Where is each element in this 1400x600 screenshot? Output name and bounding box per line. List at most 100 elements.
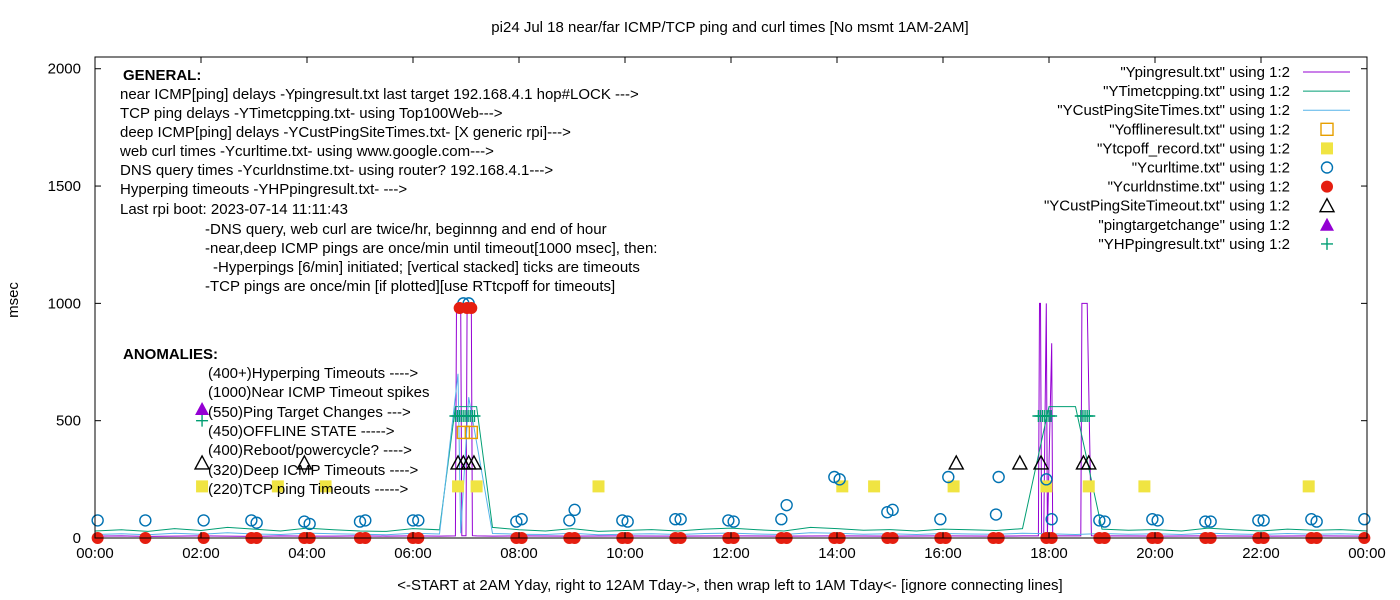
data-point <box>1040 473 1053 486</box>
legend-entry: "YCustPingSiteTimeout.txt" using 1:2 <box>1044 197 1336 215</box>
data-point <box>942 470 955 484</box>
data-point <box>775 513 788 526</box>
legend-label: "YHPpingresult.txt" using 1:2 <box>1098 236 1290 253</box>
note-line: deep ICMP[ping] delays -YCustPingSiteTim… <box>120 124 571 141</box>
data-point <box>353 515 367 528</box>
data-point <box>412 514 425 527</box>
y-tick-label: 1000 <box>48 295 81 312</box>
data-point <box>992 470 1005 484</box>
axes: 00:00 02:00 04:00 06:00 08:00 10:00 12:00 14:00… <box>48 57 1386 562</box>
note-line: Hyperping timeouts -YHPpingresult.txt- -… <box>120 181 407 198</box>
legend-label: "Yofflineresult.txt" using 1:2 <box>1109 121 1290 138</box>
note-line: (400)Reboot/powercycle? ----> <box>208 442 412 459</box>
data-point <box>1083 409 1096 422</box>
anomaly-markers <box>193 401 211 493</box>
legend-entry: "Yofflineresult.txt" using 1:2 <box>1109 121 1334 138</box>
y-tick-label: 2000 <box>48 61 81 78</box>
legend-label: "Ycurltime.txt" using 1:2 <box>1132 160 1290 177</box>
data-point <box>1098 515 1111 528</box>
note-line: ANOMALIES: <box>123 346 218 363</box>
note-line: (550)Ping Target Changes ---> <box>208 404 411 421</box>
data-point <box>1252 514 1265 527</box>
note-line: (1000)Near ICMP Timeout spikes <box>208 384 429 401</box>
data-point <box>592 480 605 493</box>
data-point <box>464 425 478 440</box>
legend-swatch <box>1320 161 1334 174</box>
y-axis-label: msec <box>5 282 22 318</box>
data-point <box>780 498 793 512</box>
data-point <box>1138 480 1151 493</box>
data-point <box>948 454 965 470</box>
legend-swatch <box>1318 197 1336 213</box>
x-tick-label: 02:00 <box>182 545 220 562</box>
data-point <box>1093 514 1106 527</box>
legend-label: "pingtargetchange" using 1:2 <box>1098 217 1290 234</box>
series-7 <box>296 454 1097 470</box>
data-point <box>470 480 483 493</box>
legend-label: "Ytcpoff_record.txt" using 1:2 <box>1097 140 1290 157</box>
x-tick-label: 12:00 <box>712 545 750 562</box>
data-point <box>468 409 481 422</box>
legend-entry: "Ytcpoff_record.txt" using 1:2 <box>1097 140 1333 157</box>
legend-entry: "Ycurltime.txt" using 1:2 <box>1132 160 1334 177</box>
legend-entry: "YHPpingresult.txt" using 1:2 <box>1098 236 1333 253</box>
data-point <box>886 503 899 517</box>
data-point <box>934 513 947 526</box>
data-point <box>250 516 263 529</box>
legend-entry: "pingtargetchange" using 1:2 <box>1098 217 1334 234</box>
data-point <box>1257 514 1270 527</box>
x-tick-label: 20:00 <box>1136 545 1174 562</box>
data-point <box>616 514 629 527</box>
legend-swatch <box>1320 217 1334 231</box>
note-line: (320)Deep ICMP Timeouts ----> <box>208 462 418 479</box>
legend-swatch <box>1321 142 1333 155</box>
legend-swatch <box>1320 122 1334 137</box>
x-tick-label: 08:00 <box>500 545 538 562</box>
data-point <box>456 425 471 440</box>
data-point <box>1045 409 1058 422</box>
series-4 <box>271 480 1315 493</box>
note-line: near ICMP[ping] delays -Ypingresult.txt … <box>120 86 639 103</box>
data-point <box>1011 454 1029 470</box>
legend-label: "YCustPingSiteTimeout.txt" using 1:2 <box>1044 198 1290 215</box>
data-point <box>722 514 735 527</box>
series-line <box>94 373 1368 536</box>
note-line: Last rpi boot: 2023-07-14 11:11:43 <box>120 201 348 218</box>
data-point <box>303 517 316 531</box>
x-tick-label: 10:00 <box>606 545 644 562</box>
x-tick-label: 16:00 <box>924 545 962 562</box>
x-tick-label: 06:00 <box>394 545 432 562</box>
note-line: (220)TCP ping Timeouts -----> <box>208 481 408 498</box>
data-point <box>406 514 420 527</box>
note-line: TCP ping delays -YTimetcpping.txt- using… <box>120 105 503 122</box>
data-point <box>836 480 849 493</box>
data-point <box>989 508 1003 521</box>
data-point <box>563 514 576 527</box>
legend-entry: "YTimetcpping.txt" using 1:2 <box>1103 83 1350 100</box>
data-point <box>465 302 478 315</box>
data-point <box>1358 513 1371 526</box>
legend-label: "Ypingresult.txt" using 1:2 <box>1120 64 1290 81</box>
data-point <box>1151 514 1164 527</box>
series-line <box>94 406 1368 532</box>
data-point <box>1204 515 1217 528</box>
legend: "Ypingresult.txt" using 1:2 "YTimetcpping… <box>1044 64 1350 253</box>
data-point <box>465 454 483 470</box>
data-point <box>359 514 372 527</box>
series-2 <box>94 373 1368 536</box>
note-line: -DNS query, web curl are twice/hr, begin… <box>205 221 607 238</box>
anomaly-marker <box>196 414 209 427</box>
x-tick-label: 04:00 <box>288 545 326 562</box>
x-tick-label: 00:00 <box>76 545 114 562</box>
data-point <box>868 480 881 493</box>
series-5 <box>91 297 1371 531</box>
data-point <box>669 513 682 526</box>
data-point <box>515 513 528 526</box>
note-line: -near,deep ICMP pings are once/min until… <box>205 240 657 257</box>
note-line: -Hyperpings [6/min] initiated; [vertical… <box>213 259 640 276</box>
x-axis-label: <-START at 2AM Yday, right to 12AM Tday-… <box>397 577 1062 594</box>
series-3 <box>456 425 478 440</box>
data-point <box>1080 454 1097 470</box>
data-point <box>568 503 581 517</box>
